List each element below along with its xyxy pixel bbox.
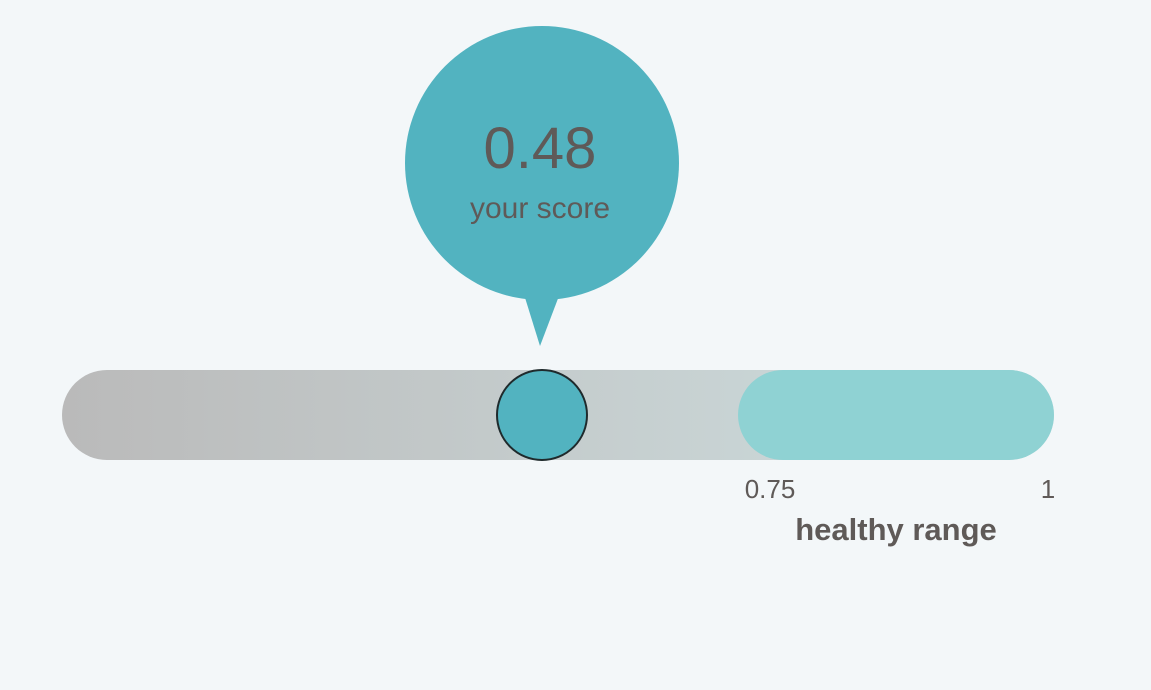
tick-label-0-75: 0.75 [745, 474, 796, 504]
score-value: 0.48 [484, 116, 597, 181]
tick-label-1: 1 [1041, 474, 1055, 504]
healthy-range-bar [738, 370, 1054, 460]
callout-pointer [522, 288, 562, 346]
healthy-range-label: healthy range [795, 512, 997, 547]
score-label: your score [470, 192, 610, 225]
score-marker [496, 369, 588, 461]
score-callout: 0.48 your score [405, 26, 679, 346]
callout-bubble [405, 26, 679, 300]
